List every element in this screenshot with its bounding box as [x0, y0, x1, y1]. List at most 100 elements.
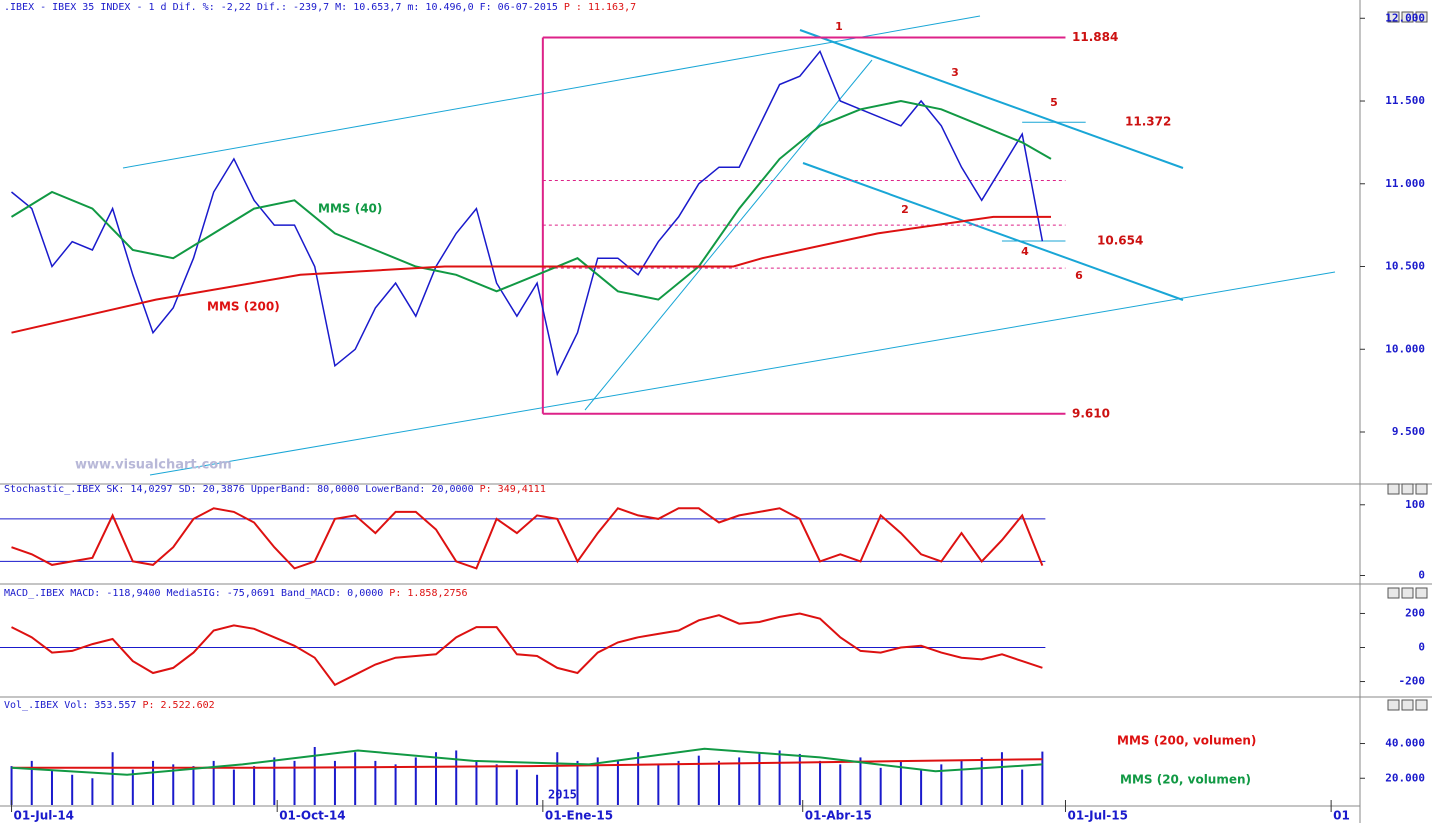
volume-bar [253, 766, 256, 805]
volume-bar [879, 767, 882, 805]
volume-bar [920, 769, 923, 805]
y-tick-label: -200 [1399, 675, 1426, 688]
x-tick-label: 01-Abr-15 [805, 809, 872, 823]
panel-header: Vol_.IBEX Vol: 353.557 P: 2.522.602 [4, 700, 215, 711]
volume-bar [273, 757, 276, 805]
volume-bar [556, 752, 559, 805]
y-tick-label: 10.500 [1385, 260, 1425, 273]
volume-bar [71, 774, 74, 805]
window-button[interactable] [1415, 11, 1428, 23]
window-button[interactable] [1387, 699, 1400, 711]
volume-bar [333, 760, 336, 805]
volume-bar [960, 760, 963, 805]
panel-title: Stochastic_.IBEX SK: 14,0297 SD: 20,3876… [4, 484, 474, 495]
series-label: MMS (20, volumen) [1120, 773, 1251, 787]
y-tick-label: 12.000 [1385, 11, 1425, 24]
volume-bar [475, 760, 478, 805]
indicator-line [11, 507, 1044, 570]
volume-bar [697, 755, 700, 805]
volume-bar [1000, 752, 1003, 805]
y-tick-label: 10.000 [1385, 342, 1425, 355]
volume-bar [940, 764, 943, 805]
volume-bar [899, 760, 902, 805]
window-button[interactable] [1387, 483, 1400, 495]
volume-bar [596, 757, 599, 805]
window-button[interactable] [1387, 587, 1400, 599]
x-tick-label: 01-Oct-14 [279, 809, 345, 823]
x-tick-label: 01-Jul-14 [14, 809, 74, 823]
y-tick-label: 200 [1405, 606, 1425, 619]
y-tick-label: 11.000 [1385, 177, 1425, 190]
volume-bar [232, 769, 235, 805]
volume-bar [495, 764, 498, 805]
level-label: 10.654 [1097, 234, 1143, 248]
volume-bar [758, 752, 761, 805]
volume-bar [10, 766, 13, 805]
window-button[interactable] [1415, 483, 1428, 495]
volume-bar [657, 764, 660, 805]
trend-line [584, 59, 873, 411]
moving-average [11, 215, 1051, 334]
window-button[interactable] [1387, 11, 1400, 23]
level-label: 11.884 [1072, 30, 1118, 44]
annotation: 3 [951, 66, 959, 79]
volume-bar [536, 774, 539, 805]
volume-bar [980, 757, 983, 805]
volume-bar [798, 753, 801, 805]
level-label: 9.610 [1072, 406, 1110, 420]
annotation: 4 [1021, 245, 1029, 258]
moving-average [11, 747, 1043, 776]
volume-bar [414, 757, 417, 805]
level-label: 11.372 [1125, 115, 1171, 129]
volume-bar [515, 769, 518, 805]
window-button[interactable] [1401, 699, 1414, 711]
volume-bar [313, 746, 316, 805]
volume-bar [839, 764, 842, 805]
volume-bar [859, 757, 862, 805]
window-buttons[interactable] [1387, 11, 1428, 711]
moving-average [10, 99, 1052, 301]
volume-bar [738, 757, 741, 805]
window-button[interactable] [1401, 11, 1414, 23]
y-tick-label: 20.000 [1385, 771, 1425, 784]
volume-bar [1021, 769, 1024, 805]
volume-bar [455, 750, 458, 805]
series-label: MMS (200) [207, 300, 280, 314]
window-button[interactable] [1415, 587, 1428, 599]
window-button[interactable] [1415, 699, 1428, 711]
volume-bar [91, 778, 94, 805]
volume-bar [576, 760, 579, 805]
annotation: 6 [1075, 269, 1083, 282]
volume-bar [819, 760, 822, 805]
trend-line [122, 15, 981, 169]
indicator-line [11, 612, 1043, 687]
window-button[interactable] [1401, 587, 1414, 599]
panel-subtitle: P: 1.858,2756 [389, 588, 467, 599]
x-tick-label: 01-Ene-15 [545, 809, 613, 823]
window-button[interactable] [1401, 483, 1414, 495]
annotation: 5 [1050, 96, 1058, 109]
volume-bar [616, 760, 619, 805]
moving-average [11, 758, 1043, 769]
price-line [11, 49, 1044, 377]
trend-lines [122, 15, 1336, 476]
annotation: 1 [835, 20, 843, 33]
volume-bar [677, 760, 680, 805]
y-tick-label: 11.500 [1385, 94, 1425, 107]
panel-subtitle: P: 2.522.602 [142, 700, 214, 711]
y-tick-label: 100 [1405, 498, 1425, 511]
panel-header: Stochastic_.IBEX SK: 14,0297 SD: 20,3876… [4, 484, 546, 495]
panel-subtitle: P: 349,4111 [480, 484, 546, 495]
panel-subtitle: P : 11.163,7 [564, 2, 636, 13]
series-label: MMS (40) [318, 202, 382, 216]
volume-bar [111, 752, 114, 805]
y-tick-label: 9.500 [1392, 425, 1425, 438]
x-tick-label: 01-Jul-15 [1067, 809, 1127, 823]
volume-bar [152, 760, 155, 805]
volume-bar [172, 764, 175, 805]
panel-title: .IBEX - IBEX 35 INDEX - 1 d Dif. %: -2,2… [4, 2, 558, 13]
volume-bar [374, 760, 377, 805]
